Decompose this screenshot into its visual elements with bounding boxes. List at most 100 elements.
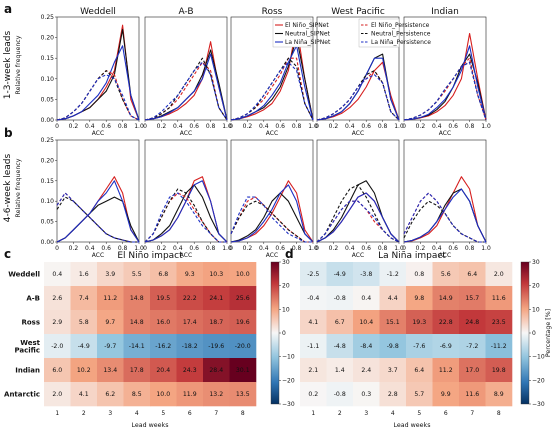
x-tick-label: 0.4 [432, 245, 442, 252]
heatmap-cell [176, 310, 204, 335]
heatmap-cell [97, 334, 124, 359]
x-axis-label: ACC [180, 252, 192, 259]
heatmap-cell-value: 2.4 [361, 367, 371, 374]
heatmap-cell-value: 24.1 [209, 295, 223, 302]
legend-label-la-ni-a-persistence: La Niña_Persistence [371, 39, 431, 46]
heatmap-cell [123, 358, 151, 383]
heatmap-cell-value: -20.0 [235, 343, 251, 350]
x-axis-label: ACC [92, 252, 104, 259]
heatmap-row-label: West [20, 339, 40, 347]
heatmap-cell [203, 382, 230, 407]
heatmap-cell [459, 310, 486, 335]
heatmap-cell-value: -4.9 [334, 271, 346, 278]
heatmap-x-tick: 2 [82, 410, 86, 417]
x-tick-label: 0.4 [173, 123, 183, 130]
panel-frame [403, 16, 487, 121]
heatmap-cell [353, 262, 380, 287]
heatmap-cell [97, 382, 124, 407]
density-panel-b-west-pacific: 0 0.2 0.4 0.6 0.8 1.0 ACC [315, 139, 404, 259]
heatmap-cell-value: -7.6 [413, 343, 425, 350]
x-tick-label: 0.8 [206, 245, 216, 252]
heatmap-row-label: A-B [26, 295, 40, 303]
colorbar-tick-label: −10 [532, 354, 545, 361]
heatmap-cell [176, 382, 204, 407]
heatmap-x-tick: 4 [391, 410, 395, 417]
x-tick-label: 0.6 [448, 245, 458, 252]
heatmap-x-tick: 7 [470, 410, 474, 417]
panel-letter-d: d [285, 247, 294, 261]
colorbar-c [270, 261, 280, 405]
x-tick-label: 1.0 [481, 245, 491, 252]
x-tick-label: 1.0 [222, 123, 232, 130]
heatmap-cell [459, 358, 486, 383]
heatmap-cell-value: 28.4 [209, 367, 223, 374]
x-tick-label: 0.4 [345, 123, 355, 130]
heatmap-cell-value: -8.4 [360, 343, 372, 350]
heatmap-cell [150, 334, 177, 359]
y-tick-label: 0.00 [41, 239, 55, 246]
heatmap-d-title: La Niña impact [378, 251, 446, 261]
series-line-el-ni-o-persistence [403, 57, 487, 121]
heatmap-cell [459, 334, 486, 359]
x-tick-label: 0.8 [206, 123, 216, 130]
x-tick-label: 0.6 [275, 123, 285, 130]
colorbar-tick-label: −30 [532, 401, 545, 408]
heatmap-cell [326, 310, 354, 335]
heatmap-x-tick: 4 [135, 410, 139, 417]
density-panel-a-a-b: A-B 0 0.2 0.4 0.6 0.8 1.0 ACC [143, 7, 232, 137]
series-line-neutral-persistence [403, 200, 486, 243]
series-line-la-ni-a-persistence [230, 196, 313, 243]
density-panel-a-west-pacific: West Pacific 0 0.2 0.4 0.6 0.8 1.0 ACC [315, 7, 404, 137]
heatmap-cell [406, 382, 433, 407]
heatmap-cell-value: 9.9 [441, 391, 451, 398]
heatmap-d-xlabel: Lead weeks [394, 422, 431, 429]
colorbar-tick-label: 20 [532, 283, 540, 290]
heatmap-cell-value: 8.9 [494, 391, 504, 398]
x-tick-label: 0.2 [243, 245, 253, 252]
heatmap-cell [229, 262, 257, 287]
heatmap-cell-value: -0.8 [334, 391, 346, 398]
heatmap-cell-value: 10.2 [77, 367, 91, 374]
panel-frame [316, 139, 400, 243]
heatmap-cell [379, 334, 407, 359]
heatmap-row-label: Indian [15, 367, 40, 375]
heatmap-row-label: Antarctic [4, 391, 40, 399]
heatmap-cell [44, 334, 71, 359]
heatmap-cell [229, 286, 257, 311]
heatmap-x-tick: 1 [311, 410, 315, 417]
heatmap-cell [229, 334, 257, 359]
series-line-el-ni-o-persistence [316, 200, 400, 243]
heatmap-cell-value: 3.9 [105, 271, 115, 278]
heatmap-c-title: El Niño impact [117, 251, 183, 261]
x-tick-label: 0.4 [85, 245, 95, 252]
y-tick-label: 0.00 [41, 117, 55, 124]
heatmap-cell [203, 286, 230, 311]
x-tick-label: 0 [402, 123, 406, 130]
colorbar-tick-label: −20 [532, 377, 545, 384]
heatmap-cell-value: 2.0 [494, 271, 504, 278]
heatmap-cell-value: 0.8 [414, 271, 424, 278]
heatmap-cell [326, 334, 354, 359]
x-tick-label: 0 [315, 245, 319, 252]
heatmap-cell [379, 262, 407, 287]
heatmap-cell-value: 7.4 [79, 295, 89, 302]
panel-frame [316, 16, 400, 121]
x-tick-label: 0 [143, 245, 147, 252]
heatmap-cell [70, 310, 98, 335]
x-tick-label: 1.0 [134, 245, 144, 252]
colorbar-tick-label: 30 [282, 259, 290, 266]
series-line-la-ni-a-persistence [56, 192, 139, 243]
x-axis-label: ACC [352, 252, 364, 259]
heatmap-cell [44, 358, 71, 383]
density-row-b: 0 0.2 0.4 0.6 0.8 1.0ACC0.000.050.100.150.200… [41, 137, 491, 259]
heatmap-cell-value: 2.1 [308, 367, 318, 374]
x-tick-label: 0.8 [378, 123, 388, 130]
heatmap-cell [123, 334, 151, 359]
heatmap-cell [300, 358, 327, 383]
heatmap-cell [44, 310, 71, 335]
panel-letter-c: c [4, 247, 11, 261]
density-panel-b-ross: 0 0.2 0.4 0.6 0.8 1.0 ACC [229, 139, 318, 259]
heatmap-cell-value: 9.3 [185, 271, 195, 278]
heatmap-cell-value: 2.8 [388, 391, 398, 398]
heatmap-x-tick: 6 [188, 410, 192, 417]
